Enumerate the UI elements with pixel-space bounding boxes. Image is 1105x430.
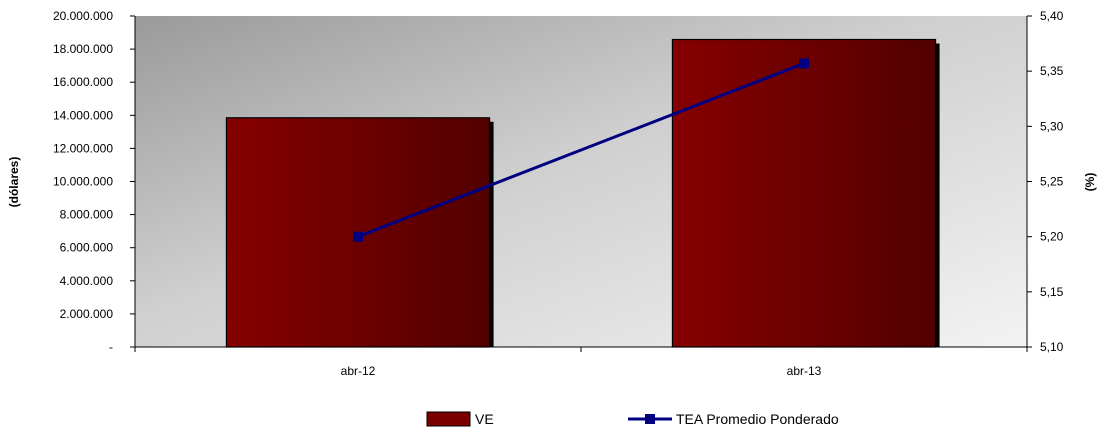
y-tick-label: 14.000.000 <box>53 108 113 122</box>
y2-tick-label: 5,25 <box>1040 175 1064 189</box>
y2-axis-title: (%) <box>1083 173 1097 192</box>
axes-group: - 2.000.000 4.000.000 6.000.000 8.000.000 10.… <box>53 9 1064 378</box>
x-tick-label: abr-12 <box>341 364 376 378</box>
y-axis-title: (dólares) <box>7 157 21 208</box>
legend-label-ve: VE <box>475 411 494 427</box>
legend: VE TEA Promedio Ponderado <box>426 411 839 427</box>
y2-tick-label: 5,15 <box>1040 285 1064 299</box>
x-tick-label: abr-13 <box>787 364 822 378</box>
legend-swatch-ve <box>426 411 471 427</box>
y2-tick-label: 5,40 <box>1040 9 1064 23</box>
y-tick-label: 18.000.000 <box>53 42 113 56</box>
y-tick-label: 2.000.000 <box>60 307 114 321</box>
y-tick-label: 20.000.000 <box>53 9 113 23</box>
y-tick-label: 8.000.000 <box>60 208 114 222</box>
line-series-group <box>353 58 809 242</box>
legend-marker-tea <box>645 414 655 424</box>
y-tick-label: 12.000.000 <box>53 141 113 155</box>
line-point-abr-12 <box>353 231 363 242</box>
y-tick-label: - <box>109 340 113 354</box>
line-point-abr-13 <box>799 58 809 69</box>
y2-tick-label: 5,10 <box>1040 340 1064 354</box>
bar-abr-13 <box>671 38 937 348</box>
y-tick-label: 4.000.000 <box>60 274 114 288</box>
y2-tick-label: 5,30 <box>1040 119 1064 133</box>
line-tea-promedio <box>357 62 805 239</box>
y2-tick-label: 5,35 <box>1040 64 1064 78</box>
y-tick-label: 16.000.000 <box>53 75 113 89</box>
y-tick-label: 10.000.000 <box>53 175 113 189</box>
y2-tick-label: 5,20 <box>1040 230 1064 244</box>
y-tick-label: 6.000.000 <box>60 241 114 255</box>
legend-label-tea: TEA Promedio Ponderado <box>676 411 839 427</box>
